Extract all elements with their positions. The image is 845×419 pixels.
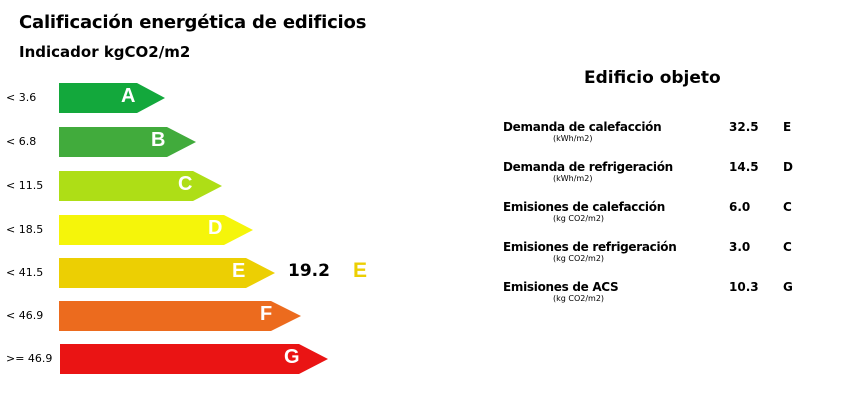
- scale-row-c: < 11.5 C: [0, 171, 420, 201]
- threshold-label: < 3.6: [6, 91, 37, 104]
- metric-row: Emisiones de refrigeración (kg CO2/m2) 3…: [503, 240, 823, 270]
- metric-grade: C: [783, 200, 792, 214]
- metric-value: 10.3: [729, 280, 759, 294]
- metric-unit: (kWh/m2): [553, 174, 593, 183]
- scale-row-f: < 46.9 F: [0, 301, 420, 331]
- metric-name: Demanda de refrigeración: [503, 160, 673, 174]
- grade-arrow-g: G: [60, 344, 330, 374]
- metric-unit: (kWh/m2): [553, 134, 593, 143]
- grade-arrow-b: B: [59, 127, 199, 157]
- metric-value: 3.0: [729, 240, 751, 254]
- grade-letter: A: [121, 85, 136, 107]
- panel-title: Edificio objeto: [584, 68, 721, 88]
- metric-name: Emisiones de calefacción: [503, 200, 665, 214]
- metric-grade: G: [783, 280, 793, 294]
- grade-letter: F: [260, 303, 273, 325]
- grade-arrow-f: F: [59, 301, 303, 331]
- threshold-label: < 6.8: [6, 135, 37, 148]
- metric-name: Emisiones de ACS: [503, 280, 619, 294]
- grade-letter: C: [178, 173, 193, 195]
- threshold-label: < 41.5: [6, 266, 44, 279]
- grade-arrow-e: E: [59, 258, 277, 288]
- metric-name: Demanda de calefacción: [503, 120, 662, 134]
- metric-row: Emisiones de ACS (kg CO2/m2) 10.3 G: [503, 280, 823, 310]
- metric-grade: D: [783, 160, 793, 174]
- grade-arrow-c: C: [59, 171, 225, 201]
- grade-arrow-d: D: [59, 215, 255, 245]
- grade-letter: E: [232, 260, 246, 282]
- threshold-label: < 18.5: [6, 223, 44, 236]
- threshold-label: < 46.9: [6, 309, 44, 322]
- grade-letter: B: [151, 129, 166, 151]
- metric-unit: (kg CO2/m2): [553, 254, 605, 263]
- score-value: 19.2: [288, 261, 330, 281]
- metric-row: Demanda de refrigeración (kWh/m2) 14.5 D: [503, 160, 823, 190]
- chart-title: Calificación energética de edificios: [19, 12, 367, 33]
- metric-value: 32.5: [729, 120, 759, 134]
- metric-value: 14.5: [729, 160, 759, 174]
- metric-unit: (kg CO2/m2): [553, 294, 605, 303]
- scale-row-d: < 18.5 D: [0, 215, 420, 245]
- grade-letter: G: [284, 346, 300, 368]
- metric-unit: (kg CO2/m2): [553, 214, 605, 223]
- score-grade: E: [353, 259, 368, 282]
- scale-row-e: < 41.5 E 19.2 E: [0, 258, 420, 288]
- threshold-label: < 11.5: [6, 179, 44, 192]
- metric-row: Demanda de calefacción (kWh/m2) 32.5 E: [503, 120, 823, 150]
- metric-name: Emisiones de refrigeración: [503, 240, 677, 254]
- threshold-label: >= 46.9: [6, 352, 53, 365]
- chart-subtitle: Indicador kgCO2/m2: [19, 43, 191, 61]
- scale-row-b: < 6.8 B: [0, 127, 420, 157]
- scale-row-g: >= 46.9 G: [0, 344, 420, 374]
- grade-letter: D: [208, 217, 223, 239]
- metric-grade: C: [783, 240, 792, 254]
- scale-row-a: < 3.6 A: [0, 83, 420, 113]
- metric-row: Emisiones de calefacción (kg CO2/m2) 6.0…: [503, 200, 823, 230]
- metric-grade: E: [783, 120, 792, 134]
- metric-value: 6.0: [729, 200, 751, 214]
- grade-arrow-a: A: [59, 83, 169, 113]
